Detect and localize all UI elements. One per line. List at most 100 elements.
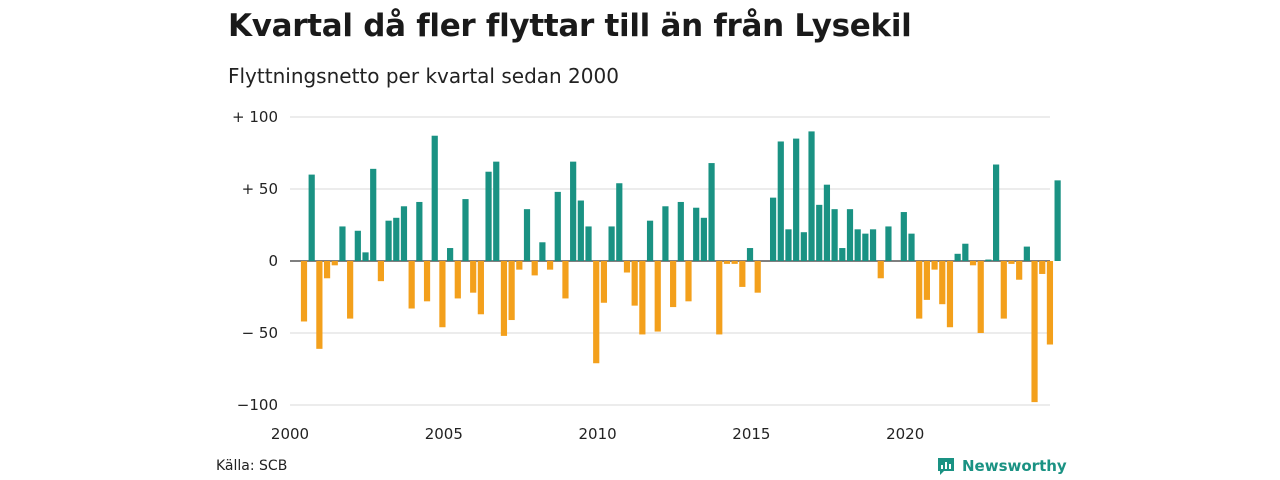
bar [1023,246,1030,261]
y-tick-label: + 50 [242,180,278,198]
bar [623,261,631,273]
bar [785,229,792,261]
bar [739,261,746,287]
bar [331,261,338,266]
bar [431,135,438,261]
bar [654,261,661,332]
y-tick-label: + 100 [232,108,278,126]
bar [308,174,315,261]
bar [631,261,638,306]
bar [323,261,331,279]
x-tick-label: 2005 [425,425,463,443]
bar [362,252,369,261]
bar [1031,261,1038,403]
bar [608,226,615,261]
bar [800,232,807,261]
bar [470,261,477,293]
bar [447,248,454,261]
bar [931,261,938,270]
bar [969,261,977,266]
bar [339,226,346,261]
newsworthy-icon [938,458,954,475]
x-tick-label: 2015 [732,425,770,443]
bar [377,261,384,282]
bar [500,261,508,336]
bar [862,233,869,261]
bar [985,259,992,261]
bar [462,199,469,261]
bar [1039,261,1046,274]
gridlines [290,116,1050,406]
bar [777,141,784,261]
bar [708,163,715,261]
bar [939,261,946,305]
bar [646,220,654,261]
bar [523,209,531,261]
bar [600,261,608,303]
bar [616,183,623,261]
y-tick-label: − 50 [242,324,278,342]
bar [916,261,923,319]
bar [416,201,423,261]
bar [993,164,1000,261]
bar [554,191,561,261]
bar [385,220,392,261]
bar [485,171,492,261]
bar [954,253,961,261]
bar [885,226,892,261]
bar [400,206,408,261]
bar [593,261,600,364]
bar [685,261,692,302]
chart-subtitle: Flyttningsnetto per kvartal sedan 2000 [228,64,619,88]
bar [746,248,754,261]
bar [869,229,877,261]
source-label: Källa: SCB [216,458,288,474]
bar [1016,261,1023,280]
bar [585,226,592,261]
bar [516,261,523,270]
bar [731,261,738,264]
bar [493,161,500,261]
bar [577,200,584,261]
bar [877,261,884,279]
bar [716,261,723,335]
bar [854,229,861,261]
x-tick-label: 2010 [579,425,617,443]
bar [962,243,969,261]
bar [670,261,677,308]
bar [977,261,984,333]
bar [1054,180,1061,261]
bar [439,261,446,328]
y-tick-label: −100 [237,396,278,414]
bar [900,212,907,261]
bar [808,131,815,261]
bar [393,217,400,261]
bar [923,261,930,300]
bar [539,242,546,261]
bar [546,261,554,270]
bars [300,131,1061,403]
bar [408,261,415,309]
bar [423,261,431,302]
bar [1046,261,1054,345]
bar [370,168,377,261]
bar [831,209,838,261]
bar [816,204,823,261]
bar [531,261,538,276]
bar [454,261,461,299]
x-axis-ticks: 2000 2005 2010 2015 2020 [271,425,924,443]
bar [1000,261,1007,319]
bar [354,230,361,261]
bar [846,209,854,261]
bar [508,261,515,321]
x-tick-label: 2020 [886,425,924,443]
bar [639,261,646,335]
bar [946,261,954,328]
brand-name: Newsworthy [962,457,1067,475]
bar [1008,261,1015,264]
bar [823,184,831,261]
bar [562,261,569,299]
bar [570,161,577,261]
bar [793,138,800,261]
